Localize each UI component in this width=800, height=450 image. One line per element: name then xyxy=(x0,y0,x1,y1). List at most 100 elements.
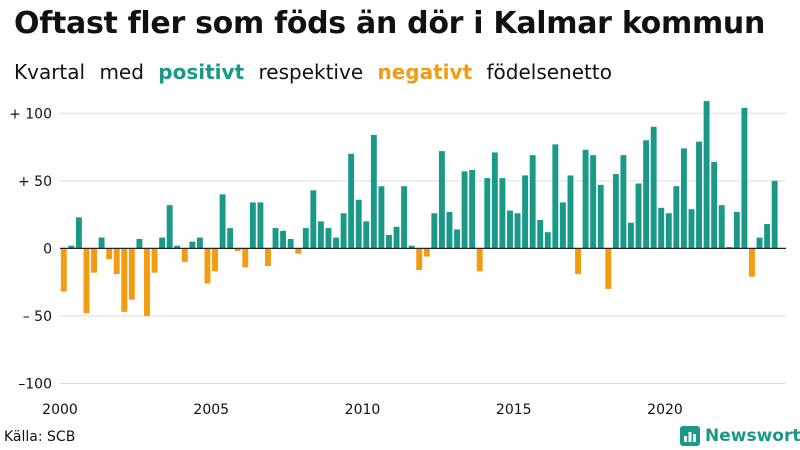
axis-layer: + 100 + 50 0 – 50 –100 2000 2005 2010 2015 2020 xyxy=(9,106,786,418)
bar-q95 xyxy=(771,180,778,249)
bar-q1 xyxy=(60,248,67,292)
bar-q4 xyxy=(83,248,90,314)
bar-q13 xyxy=(151,248,158,273)
bar-q80 xyxy=(658,207,665,249)
bar-q89 xyxy=(726,247,733,249)
bar-q8 xyxy=(113,248,120,275)
bar-q38 xyxy=(340,213,347,249)
bar-q87 xyxy=(711,161,718,249)
bar-q51 xyxy=(438,151,445,249)
bar-q86 xyxy=(703,101,710,249)
subtitle-word-kvartal: Kvartal xyxy=(14,60,86,84)
bar-q59 xyxy=(499,178,506,249)
bar-q66 xyxy=(552,144,559,249)
grid-layer xyxy=(60,112,786,384)
y-tick-label: – 50 xyxy=(23,309,52,325)
x-tick-label: 2010 xyxy=(345,402,381,418)
bar-q83 xyxy=(680,148,687,249)
bar-q23 xyxy=(227,228,234,249)
bar-q90 xyxy=(733,211,740,249)
bar-q28 xyxy=(265,248,271,266)
bar-q19 xyxy=(196,237,203,249)
subtitle-word-med: med xyxy=(99,60,144,84)
source-note: Källa: SCB xyxy=(4,429,76,445)
bar-q10 xyxy=(128,248,135,300)
y-tick-label: 0 xyxy=(43,241,52,257)
bar-q54 xyxy=(461,171,468,249)
y-tick-label: + 50 xyxy=(18,174,52,190)
bar-q30 xyxy=(280,230,287,249)
bar-q34 xyxy=(310,190,317,249)
bar-q45 xyxy=(393,226,400,249)
bar-q74 xyxy=(612,174,619,249)
bar-q31 xyxy=(287,238,294,249)
bar-q16 xyxy=(174,245,181,249)
bar-q12 xyxy=(144,248,150,316)
bar-q56 xyxy=(476,248,483,272)
bar-q20 xyxy=(204,248,211,284)
bar-q65 xyxy=(544,232,551,249)
y-tick-label: –100 xyxy=(18,376,52,392)
bar-q76 xyxy=(628,222,634,249)
bar-q39 xyxy=(348,153,355,249)
bar-q24 xyxy=(234,248,241,252)
bar-q79 xyxy=(650,126,657,249)
bar-q58 xyxy=(491,152,498,249)
bar-q33 xyxy=(302,228,309,249)
bar-q69 xyxy=(575,248,581,275)
bar-q46 xyxy=(401,186,408,249)
bar-q6 xyxy=(98,237,105,249)
subtitle-word-fodelsenetto: födelsenetto xyxy=(486,60,612,84)
bar-q15 xyxy=(166,205,173,249)
bar-q35 xyxy=(317,221,324,249)
bar-q22 xyxy=(219,194,226,249)
bar-q82 xyxy=(673,186,680,249)
bar-q78 xyxy=(643,140,650,249)
subtitle-word-respektive: respektive xyxy=(258,60,364,84)
bar-q84 xyxy=(688,209,695,249)
bar-q48 xyxy=(416,248,423,270)
bar-q61 xyxy=(514,213,521,249)
chart-title: Oftast fler som föds än dör i Kalmar kom… xyxy=(14,6,766,41)
y-tick-label: + 100 xyxy=(9,106,52,122)
bar-q47 xyxy=(408,245,415,249)
newsworthy-logo-icon xyxy=(680,426,700,446)
bar-q11 xyxy=(136,238,143,249)
bar-q60 xyxy=(507,210,513,249)
bar-q32 xyxy=(295,248,302,254)
bar-q64 xyxy=(537,220,544,249)
brand-logo: Newsworthy xyxy=(680,426,800,446)
bar-q18 xyxy=(189,241,196,249)
subtitle-negative-label: negativt xyxy=(377,60,473,84)
bar-q62 xyxy=(522,175,529,249)
bar-q52 xyxy=(446,211,453,249)
x-tick-label: 2005 xyxy=(193,402,229,418)
bar-q67 xyxy=(559,202,566,249)
bar-q85 xyxy=(696,141,702,249)
bar-q7 xyxy=(106,248,113,260)
subtitle-positive-label: positivt xyxy=(158,60,245,84)
bar-q26 xyxy=(249,202,256,249)
bar-q92 xyxy=(749,248,755,277)
x-tick-label: 2020 xyxy=(647,402,683,418)
bar-q17 xyxy=(181,248,188,262)
bar-q37 xyxy=(333,237,339,249)
brand-name: Newsworthy xyxy=(705,426,800,446)
bar-q68 xyxy=(567,175,574,249)
bar-q49 xyxy=(423,248,430,257)
bar-q2 xyxy=(68,245,75,249)
bar-q88 xyxy=(718,205,725,249)
bar-q21 xyxy=(212,248,218,272)
bar-layer xyxy=(60,101,778,316)
bar-q25 xyxy=(242,248,249,268)
bar-q9 xyxy=(121,248,128,312)
bar-q55 xyxy=(469,170,476,249)
x-tick-label: 2015 xyxy=(496,402,532,418)
bar-q42 xyxy=(370,134,377,249)
bar-q43 xyxy=(378,186,385,249)
bar-q5 xyxy=(91,248,97,273)
bar-q81 xyxy=(665,213,672,249)
bar-q63 xyxy=(529,155,536,249)
bar-q72 xyxy=(597,184,604,249)
